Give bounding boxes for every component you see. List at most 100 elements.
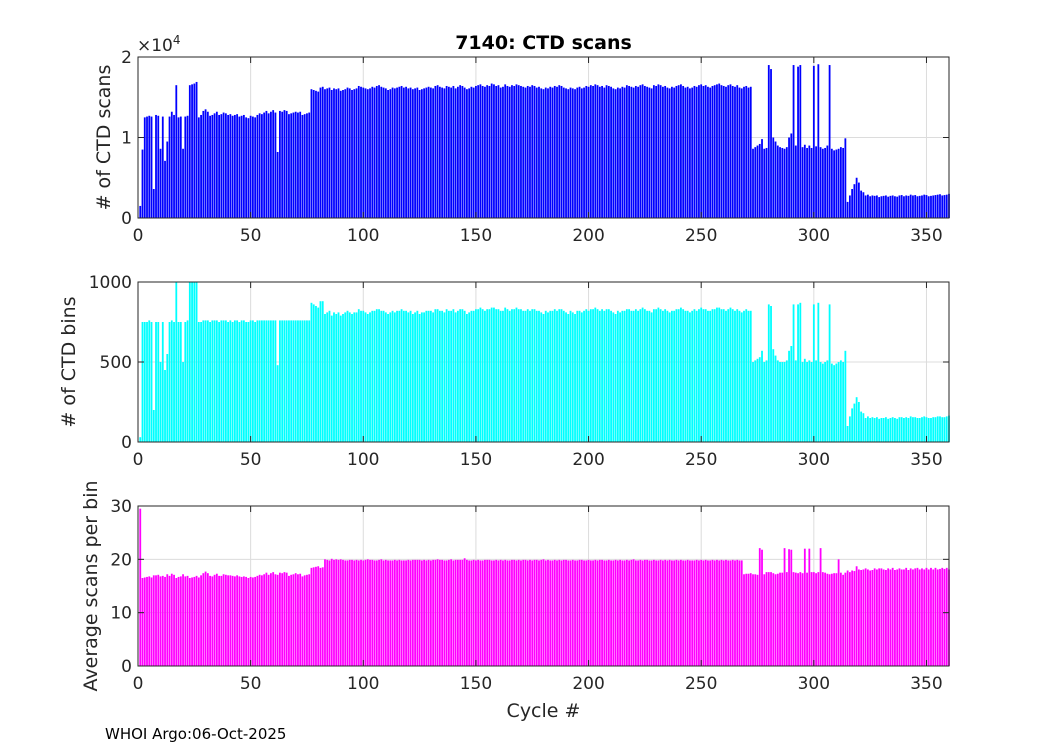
bar-cycle-235	[667, 560, 669, 666]
bar-cycle-229	[653, 309, 655, 442]
bar-cycle-270	[745, 86, 747, 218]
bar-cycle-197	[581, 560, 583, 666]
bar-cycle-79	[315, 91, 317, 218]
bar-cycle-193	[572, 560, 574, 666]
bar-cycle-258	[718, 308, 720, 442]
bar-cycle-113	[392, 311, 394, 442]
bar-cycle-3	[144, 577, 146, 666]
bar-cycle-97	[356, 88, 358, 218]
bar-cycle-60	[272, 320, 274, 442]
bar-cycle-338	[899, 417, 901, 442]
bar-cycle-247	[694, 560, 696, 666]
bar-cycle-239	[676, 560, 678, 666]
bar-cycle-256	[714, 85, 716, 218]
bar-cycle-230	[655, 309, 657, 442]
bar-cycle-105	[374, 88, 376, 218]
bar-cycle-119	[405, 560, 407, 666]
bar-cycle-181	[545, 560, 547, 666]
bar-cycle-275	[757, 575, 759, 666]
bar-cycle-150	[475, 86, 477, 218]
bar-cycle-166	[511, 85, 513, 218]
bar-cycle-123	[414, 88, 416, 218]
bar-cycle-85	[329, 560, 331, 666]
bar-cycle-249	[698, 85, 700, 218]
bar-cycle-204	[597, 85, 599, 218]
bar-cycle-105	[374, 560, 376, 666]
bar-cycle-242	[682, 86, 684, 218]
bar-cycle-270	[745, 574, 747, 666]
bar-cycle-68	[290, 113, 292, 218]
bar-cycle-11	[162, 576, 164, 666]
bar-cycle-47	[243, 115, 245, 218]
bar-cycle-77	[311, 89, 313, 218]
bar-cycle-194	[574, 314, 576, 442]
bar-cycle-17	[175, 578, 177, 666]
bar-cycle-64	[281, 112, 283, 218]
bar-cycle-90	[340, 316, 342, 442]
bar-cycle-178	[538, 560, 540, 666]
bar-cycle-53	[257, 320, 259, 442]
bar-cycle-5	[148, 116, 150, 218]
bar-cycle-301	[815, 573, 817, 666]
bar-cycle-4	[146, 117, 148, 218]
x-tick-label: 300	[798, 450, 830, 470]
bar-cycle-265	[734, 87, 736, 218]
bar-cycle-195	[576, 311, 578, 442]
bar-cycle-89	[338, 560, 340, 666]
bar-cycle-328	[876, 417, 878, 442]
bar-cycle-294	[799, 572, 801, 666]
bar-cycle-109	[383, 311, 385, 442]
bar-cycle-148	[471, 560, 473, 666]
bar-cycle-259	[721, 560, 723, 666]
bar-cycle-174	[529, 87, 531, 218]
bar-cycle-269	[743, 87, 745, 218]
bar-cycle-216	[624, 88, 626, 218]
bar-cycle-126	[421, 312, 423, 442]
bar-cycle-224	[642, 560, 644, 666]
bar-cycle-330	[881, 196, 883, 218]
bar-cycle-240	[678, 560, 680, 666]
bar-cycle-74	[304, 575, 306, 666]
bar-cycle-257	[716, 308, 718, 442]
bar-cycle-316	[849, 572, 851, 666]
bar-cycle-39	[225, 113, 227, 218]
x-tick-label: 250	[685, 226, 717, 246]
bar-cycle-252	[705, 85, 707, 218]
bar-cycle-136	[443, 88, 445, 218]
bar-cycle-205	[599, 560, 601, 666]
x-tick-label: 0	[133, 226, 144, 246]
bar-cycle-41	[229, 114, 231, 218]
bar-cycle-114	[394, 560, 396, 666]
bar-cycle-146	[466, 89, 468, 218]
bar-cycle-124	[416, 311, 418, 442]
bar-cycle-53	[257, 576, 259, 666]
bar-cycle-80	[317, 566, 319, 666]
bar-cycle-157	[491, 308, 493, 442]
bar-cycle-221	[635, 560, 637, 666]
bar-cycle-356	[939, 416, 941, 442]
bar-cycle-93	[347, 88, 349, 218]
bar-cycle-161	[500, 88, 502, 218]
bar-cycle-79	[315, 306, 317, 442]
bar-cycle-18	[178, 117, 180, 218]
bar-cycle-280	[768, 65, 770, 218]
bar-cycle-84	[326, 88, 328, 218]
bar-cycle-207	[603, 560, 605, 666]
bar-cycle-334	[890, 196, 892, 218]
bar-cycle-76	[308, 113, 310, 218]
bar-cycle-306	[826, 146, 828, 218]
bar-cycle-184	[552, 88, 554, 218]
footer-credit: WHOI Argo:06-Oct-2025	[105, 725, 286, 743]
bar-cycle-20	[182, 149, 184, 218]
bar-cycle-235	[667, 88, 669, 218]
bar-cycle-71	[297, 113, 299, 218]
bar-cycle-102	[367, 89, 369, 218]
bar-cycle-155	[486, 560, 488, 666]
bar-cycle-121	[410, 311, 412, 442]
bar-cycle-329	[878, 568, 880, 666]
bar-cycle-6	[151, 117, 153, 218]
bar-cycle-229	[653, 85, 655, 218]
bar-cycle-98	[358, 309, 360, 442]
ctd-bins-panel: 050100150200250300350 05001000 # of CTD …	[58, 273, 950, 470]
x-tick-label: 100	[347, 226, 379, 246]
